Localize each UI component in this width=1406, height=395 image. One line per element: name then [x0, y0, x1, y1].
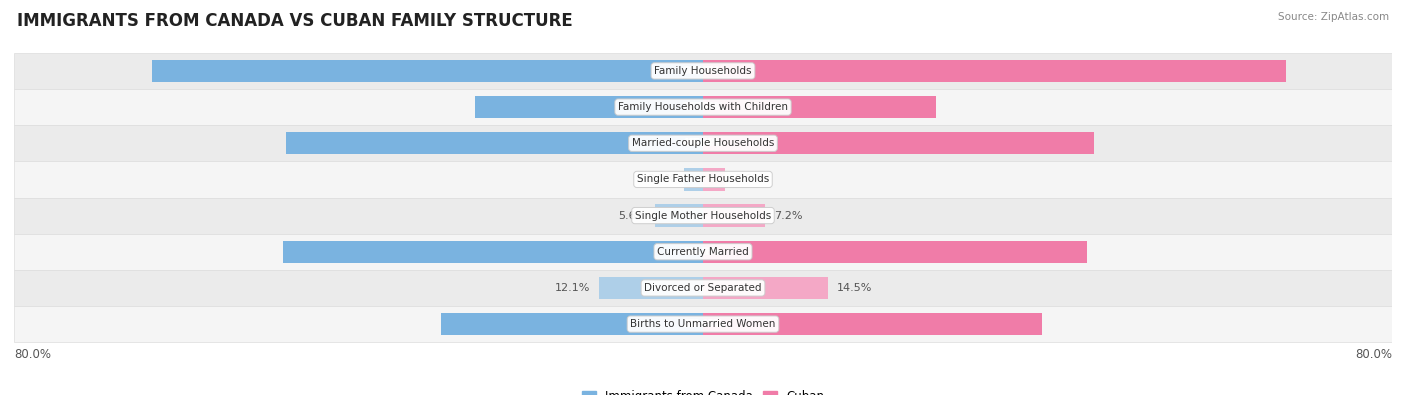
Text: Births to Unmarried Women: Births to Unmarried Women	[630, 319, 776, 329]
Bar	[287, 132, 703, 154]
Bar	[703, 96, 936, 118]
Text: 30.4%: 30.4%	[682, 319, 720, 329]
Text: 5.6%: 5.6%	[617, 211, 647, 220]
FancyBboxPatch shape	[14, 89, 1392, 125]
Text: Currently Married: Currently Married	[657, 247, 749, 257]
Text: Family Households with Children: Family Households with Children	[619, 102, 787, 112]
Text: 44.6%: 44.6%	[686, 247, 724, 257]
Text: 80.0%: 80.0%	[14, 348, 51, 361]
Bar	[703, 132, 1094, 154]
FancyBboxPatch shape	[14, 270, 1392, 306]
Text: Single Father Households: Single Father Households	[637, 175, 769, 184]
Text: Source: ZipAtlas.com: Source: ZipAtlas.com	[1278, 12, 1389, 22]
Text: 64.0%: 64.0%	[682, 66, 720, 76]
Text: 48.8%: 48.8%	[682, 247, 720, 257]
Text: 26.5%: 26.5%	[682, 102, 720, 112]
Bar	[441, 313, 703, 335]
Text: 2.2%: 2.2%	[647, 175, 675, 184]
Text: 39.4%: 39.4%	[686, 319, 724, 329]
FancyBboxPatch shape	[14, 53, 1392, 89]
Bar	[703, 60, 1286, 82]
Text: 45.4%: 45.4%	[686, 138, 724, 148]
Bar	[475, 96, 703, 118]
Text: Married-couple Households: Married-couple Households	[631, 138, 775, 148]
Bar	[703, 204, 765, 227]
Bar	[152, 60, 703, 82]
FancyBboxPatch shape	[14, 161, 1392, 198]
Bar	[599, 277, 703, 299]
Text: 48.4%: 48.4%	[682, 138, 720, 148]
Bar	[703, 313, 1042, 335]
Text: Divorced or Separated: Divorced or Separated	[644, 283, 762, 293]
Text: 27.1%: 27.1%	[686, 102, 724, 112]
Legend: Immigrants from Canada, Cuban: Immigrants from Canada, Cuban	[576, 385, 830, 395]
Bar	[703, 241, 1087, 263]
Text: Single Mother Households: Single Mother Households	[636, 211, 770, 220]
Text: 12.1%: 12.1%	[555, 283, 591, 293]
Text: 80.0%: 80.0%	[1355, 348, 1392, 361]
Bar	[703, 168, 725, 191]
Text: 2.6%: 2.6%	[734, 175, 762, 184]
Bar	[685, 168, 703, 191]
Bar	[703, 277, 828, 299]
Bar	[655, 204, 703, 227]
FancyBboxPatch shape	[14, 125, 1392, 161]
Text: 67.7%: 67.7%	[686, 66, 724, 76]
FancyBboxPatch shape	[14, 198, 1392, 234]
FancyBboxPatch shape	[14, 234, 1392, 270]
Text: Family Households: Family Households	[654, 66, 752, 76]
Text: 14.5%: 14.5%	[837, 283, 872, 293]
FancyBboxPatch shape	[14, 306, 1392, 342]
Bar	[283, 241, 703, 263]
Text: 7.2%: 7.2%	[773, 211, 801, 220]
Text: IMMIGRANTS FROM CANADA VS CUBAN FAMILY STRUCTURE: IMMIGRANTS FROM CANADA VS CUBAN FAMILY S…	[17, 12, 572, 30]
